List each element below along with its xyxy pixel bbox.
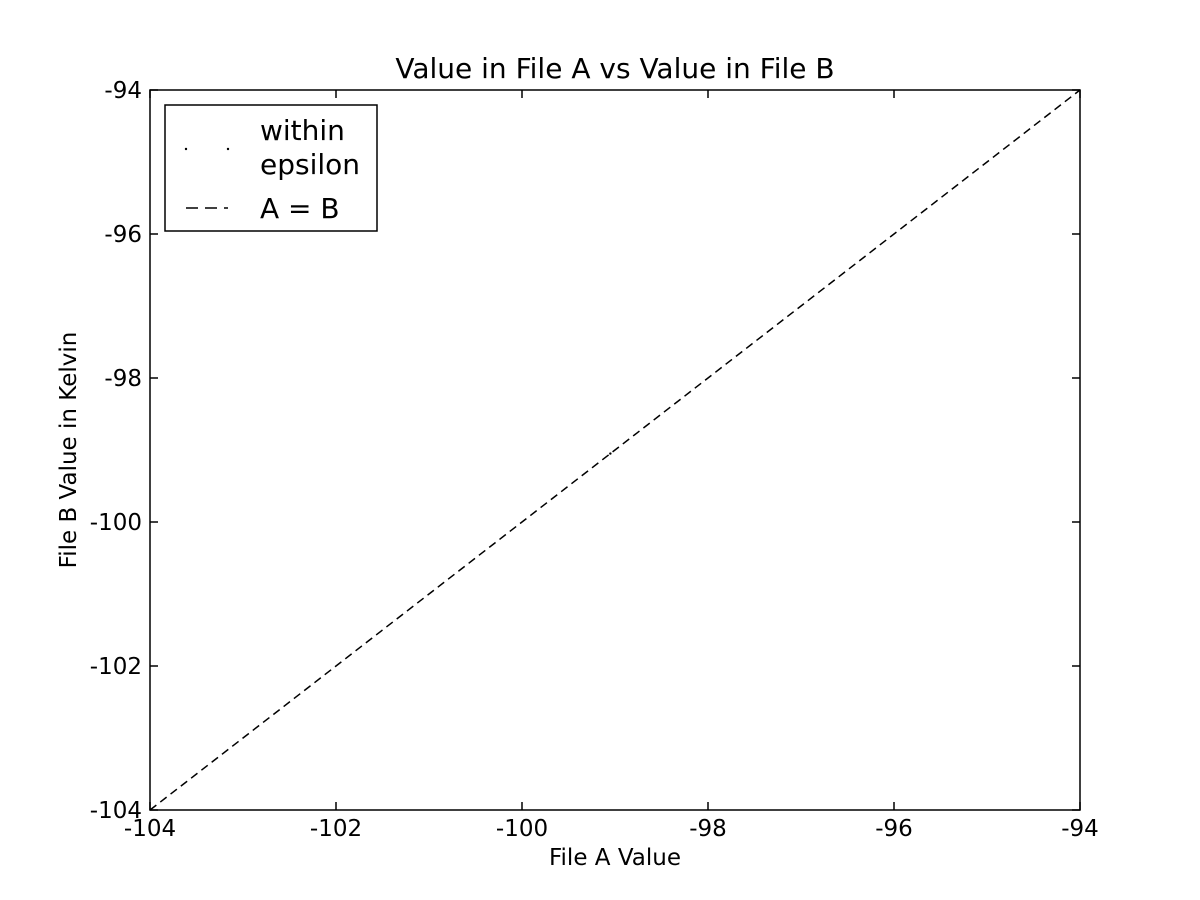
y-tick-label: -100 (90, 510, 142, 536)
x-tick-label: -100 (496, 816, 548, 842)
legend-label-line: epsilon (260, 148, 360, 181)
axis-ticks: -104 -102 -100 -98 -96 -94 -104 -102 -100 -98 -96 -… (90, 78, 1099, 842)
series-line-a-equals-b (149, 89, 1081, 811)
y-tick-label: -96 (104, 222, 142, 248)
x-tick-label: -96 (875, 816, 913, 842)
y-tick-label: -98 (104, 366, 142, 392)
legend-marker-points (226, 147, 230, 151)
y-tick-label: -104 (90, 798, 142, 824)
x-tick-label: -94 (1061, 816, 1099, 842)
plot-frame (149, 89, 1081, 811)
legend-item-a-equals-b: A = B (186, 192, 340, 225)
data-point (609, 452, 612, 455)
x-axis-label: File A Value (549, 845, 681, 871)
x-tick-label: -102 (310, 816, 362, 842)
legend-marker-points (184, 147, 188, 151)
legend-label-line: A = B (260, 192, 340, 225)
y-tick-label: -102 (90, 654, 142, 680)
legend-item-within-epsilon: within epsilon (184, 114, 360, 181)
chart-title: Value in File A vs Value in File B (395, 52, 834, 85)
plot-area (149, 89, 1081, 811)
legend-box (164, 104, 378, 232)
legend-label-line: within (260, 114, 345, 147)
y-axis-label: File B Value in Kelvin (56, 332, 82, 569)
legend: within epsilon A = B (164, 104, 378, 232)
x-tick-label: -98 (689, 816, 727, 842)
y-tick-label: -94 (104, 78, 142, 104)
x-tick-label: -104 (124, 816, 176, 842)
